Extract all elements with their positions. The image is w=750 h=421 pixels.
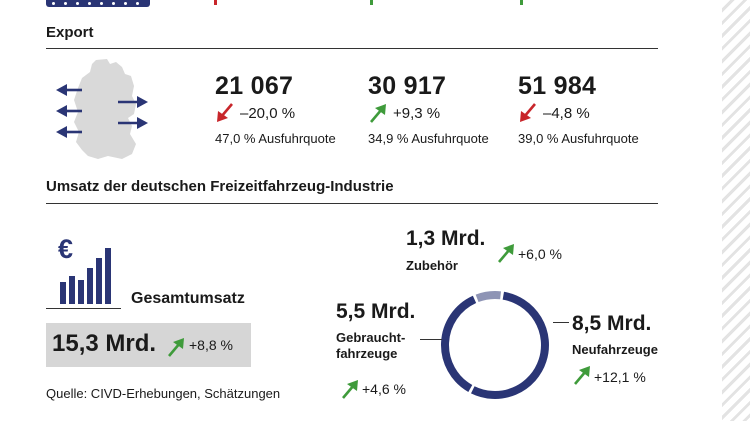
slice-label-accessories: Zubehör (406, 258, 458, 273)
trend-down-arrow-icon (520, 103, 536, 122)
slice-label-used-line1: Gebraucht- (336, 330, 406, 345)
slice-change-new: +12,1 % (594, 369, 646, 385)
trend-down-arrow-icon (217, 103, 233, 122)
slice-change-accessories: +6,0 % (518, 246, 562, 262)
leader-line-used (420, 339, 442, 340)
export-arrows-icon (56, 84, 148, 138)
export-stat-2: 30 917 +9,3 % 34,9 % Ausfuhrquote (368, 72, 489, 146)
top-green-mark (520, 0, 523, 5)
total-box: 15,3 Mrd. +8,8 % (46, 323, 251, 367)
slice-change-used: +4,6 % (362, 381, 406, 397)
stat-quote: 47,0 % Ausfuhrquote (215, 131, 336, 146)
slice-value-new: 8,5 Mrd. (572, 312, 652, 335)
revenue-donut-chart (441, 291, 549, 399)
slice-label-used-line2: fahrzeuge (336, 346, 398, 361)
trend-up-arrow-icon (168, 338, 184, 357)
stat-change-text: –20,0 % (240, 104, 296, 122)
slice-label-new: Neufahrzeuge (572, 342, 658, 357)
germany-map-shape (74, 59, 136, 159)
stat-change-text: +9,3 % (393, 104, 441, 122)
donut-slice-used (441, 295, 477, 392)
top-green-mark (370, 0, 373, 5)
leader-line-new (553, 322, 569, 323)
total-value: 15,3 Mrd. (52, 330, 157, 357)
umsatz-title: Umsatz der deutschen Freizeitfahrzeug-In… (46, 178, 394, 195)
total-change: +8,8 % (189, 337, 233, 353)
total-label: Gesamtumsatz (131, 290, 245, 307)
icon-baseline (46, 308, 121, 309)
umsatz-divider (46, 203, 658, 204)
source-note: Quelle: CIVD-Erhebungen, Schätzungen (46, 386, 281, 401)
stat-quote: 39,0 % Ausfuhrquote (518, 131, 639, 146)
trend-up-arrow-icon (342, 380, 358, 399)
stat-change: –20,0 % (215, 102, 336, 124)
germany-map-icon (56, 59, 148, 159)
trend-up-arrow-icon (370, 104, 386, 123)
export-title: Export (46, 24, 94, 41)
donut-slice-accessories (475, 291, 502, 303)
stat-value: 21 067 (215, 72, 294, 100)
euro-symbol: € (58, 234, 73, 264)
trend-up-arrow-icon (498, 244, 514, 263)
stat-value: 51 984 (518, 72, 597, 100)
top-red-mark (214, 0, 217, 5)
stat-value: 30 917 (368, 72, 447, 100)
top-bar-decoration (46, 0, 150, 7)
stat-change-text: –4,8 % (543, 104, 590, 122)
trend-up-arrow-icon (574, 366, 590, 385)
decorative-hatch-strip (722, 0, 750, 421)
stat-change: –4,8 % (518, 102, 639, 124)
slice-value-used: 5,5 Mrd. (336, 300, 416, 323)
stat-change: +9,3 % (368, 102, 489, 124)
donut-slice-new (470, 291, 549, 399)
slice-value-accessories: 1,3 Mrd. (406, 227, 486, 250)
export-stat-3: 51 984 –4,8 % 39,0 % Ausfuhrquote (518, 72, 639, 146)
stat-quote: 34,9 % Ausfuhrquote (368, 131, 489, 146)
export-stat-1: 21 067 –20,0 % 47,0 % Ausfuhrquote (215, 72, 336, 146)
export-divider (46, 48, 658, 49)
euro-bar-chart-icon: € (58, 234, 111, 304)
